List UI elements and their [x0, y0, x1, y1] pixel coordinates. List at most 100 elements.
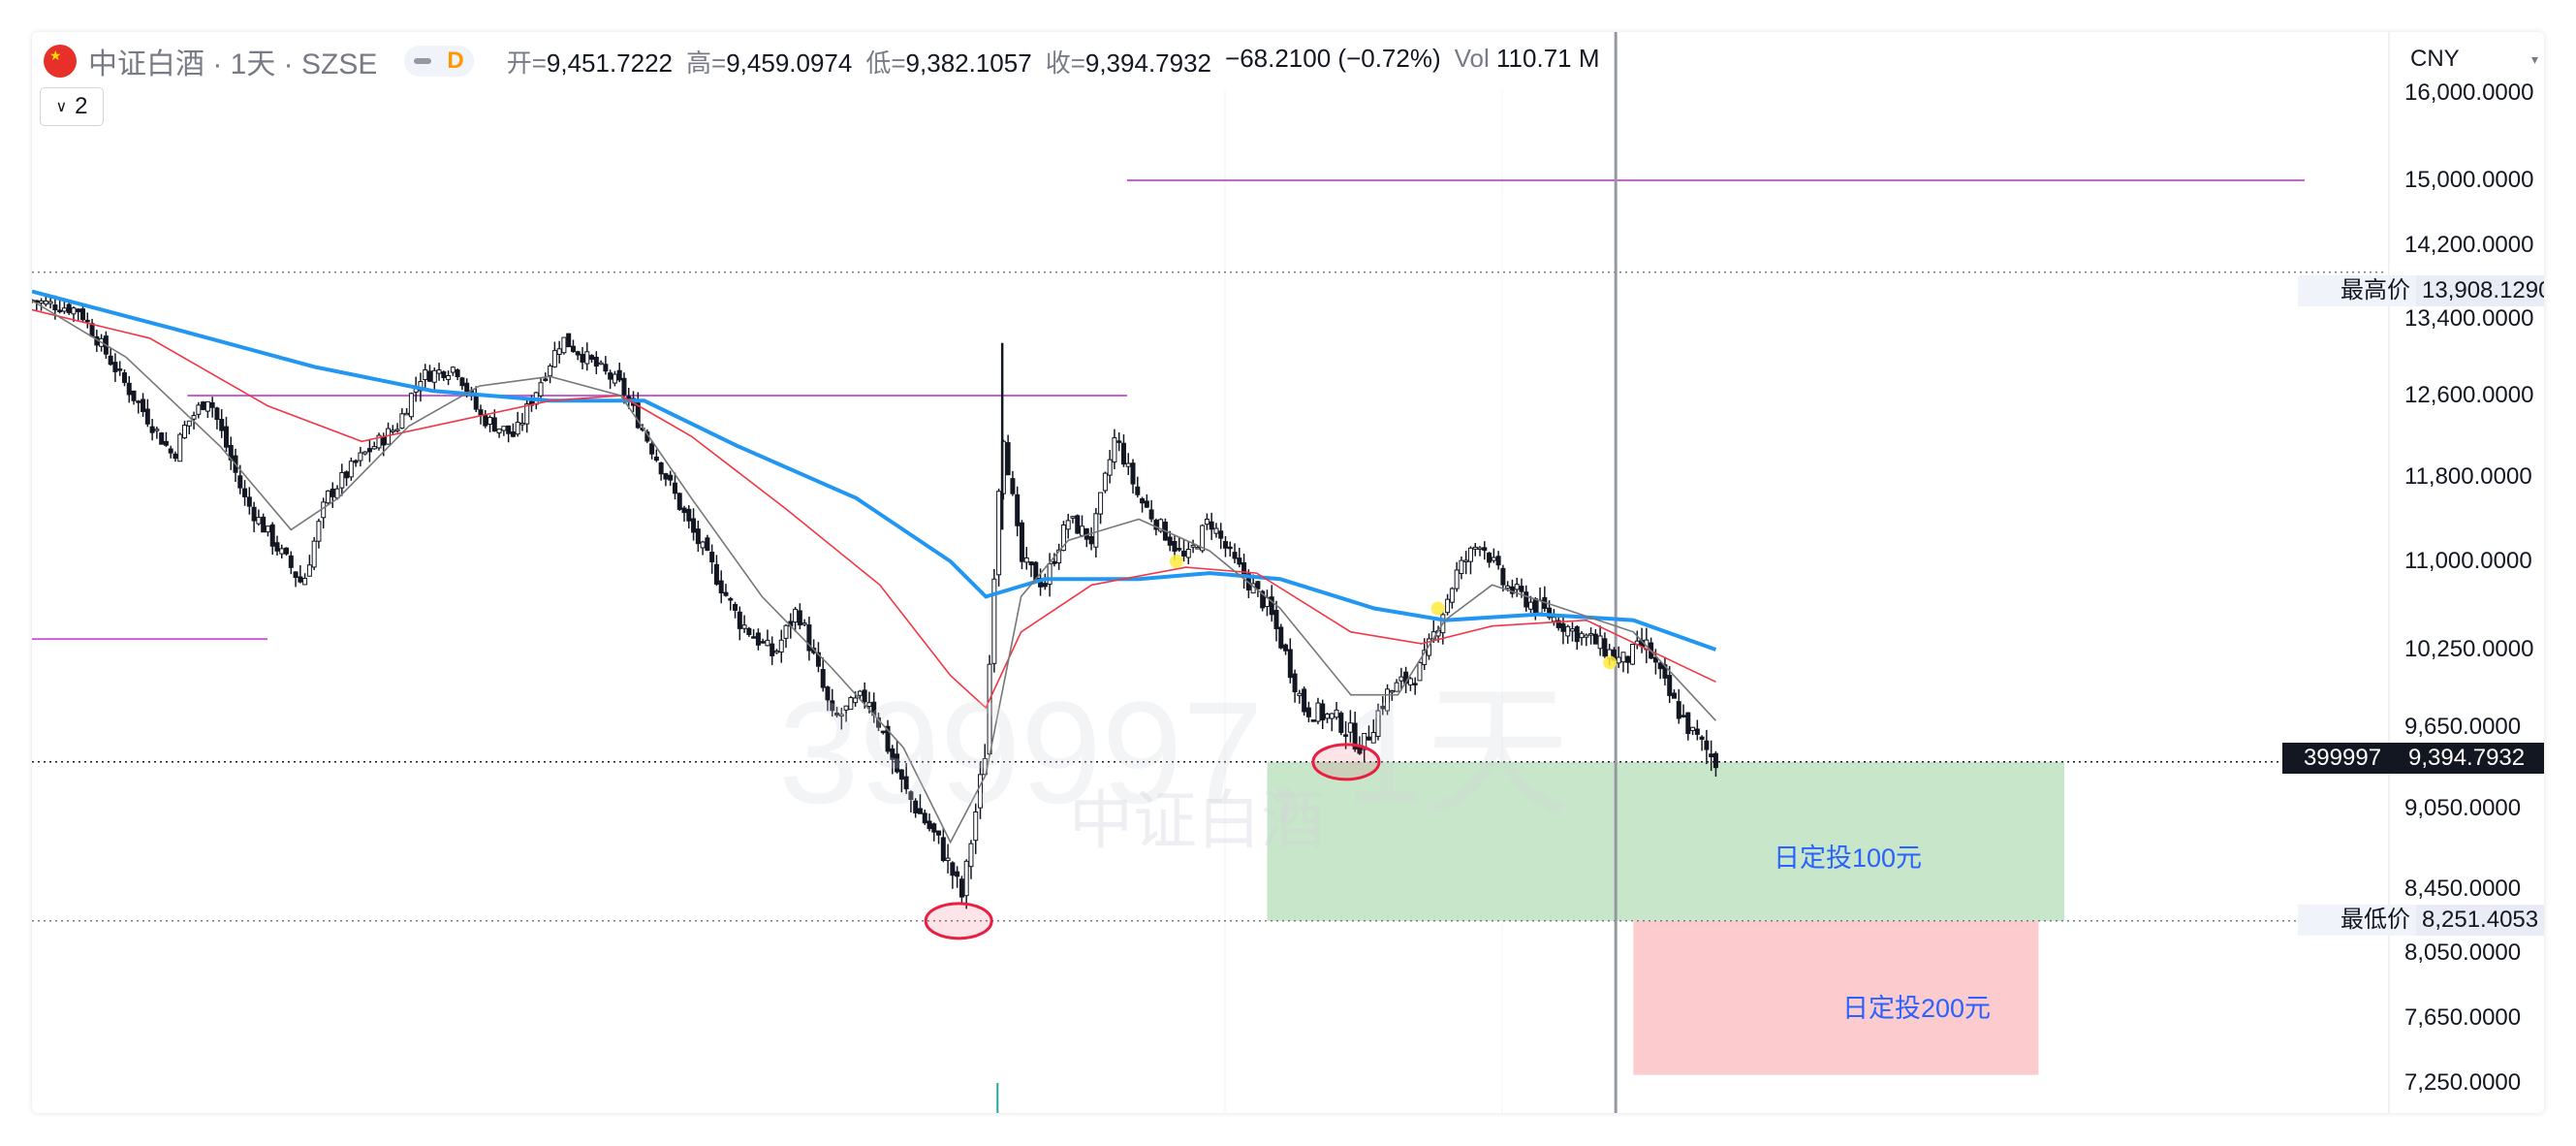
- candle-body: [1325, 714, 1330, 719]
- candle-body: [242, 488, 248, 497]
- candle-body: [1181, 551, 1187, 557]
- candle-body: [1505, 585, 1511, 589]
- candle-body: [1195, 547, 1201, 550]
- candle-body: [196, 404, 202, 415]
- candle-body: [279, 548, 285, 555]
- candle-body: [676, 493, 682, 510]
- candle-body: [950, 862, 956, 876]
- candle-body: [968, 843, 974, 868]
- candle-body: [1551, 617, 1556, 622]
- price-tick-label: 15,000.0000: [2404, 167, 2534, 193]
- market-status-icon: [414, 58, 432, 64]
- candle-body: [43, 300, 48, 305]
- candle-body: [168, 448, 173, 454]
- candle-body: [1125, 462, 1131, 467]
- candle-body: [1315, 702, 1321, 722]
- candle-body: [1681, 715, 1686, 717]
- indicators-toggle-button[interactable]: ∨ 2: [40, 87, 104, 126]
- candle-body: [1305, 707, 1311, 717]
- candle-body: [713, 563, 719, 585]
- candle-body: [1389, 689, 1395, 693]
- candle-body: [1449, 588, 1455, 603]
- candle-body: [1065, 520, 1071, 530]
- high-price-label: 最高价: [2298, 275, 2416, 306]
- candle-body: [136, 400, 141, 403]
- watermark-name: 中证白酒: [1069, 784, 1325, 856]
- low-value: 9,382.1057: [905, 48, 1032, 78]
- candle-body: [1625, 655, 1631, 663]
- candle-body: [551, 350, 557, 367]
- candle-body: [1380, 705, 1386, 710]
- candle-body: [908, 791, 914, 801]
- candle-body: [182, 425, 188, 439]
- candle-body: [718, 580, 724, 594]
- candle-body: [1107, 459, 1113, 476]
- candle-body: [89, 323, 95, 337]
- currency-select[interactable]: CNY ▾: [2395, 32, 2544, 86]
- high-key: 高=: [686, 48, 727, 78]
- candle-body: [1140, 498, 1146, 504]
- candle-body: [580, 354, 585, 363]
- candle-body: [955, 871, 960, 877]
- candle-body: [561, 336, 567, 354]
- candle-body: [1454, 569, 1460, 589]
- candle-body: [603, 364, 609, 372]
- candle-body: [204, 400, 210, 412]
- candle-body: [973, 811, 979, 842]
- price-tick-label: 8,050.0000: [2404, 939, 2522, 966]
- candle-body: [1398, 676, 1404, 682]
- candle-body: [760, 641, 766, 644]
- candle-body: [1255, 581, 1261, 589]
- candle-body: [797, 610, 802, 626]
- candle-body: [1667, 675, 1673, 696]
- candle-body: [131, 390, 137, 401]
- candle-body: [371, 446, 377, 450]
- price-tick-label: 13,400.0000: [2404, 305, 2534, 332]
- candle-body: [1297, 692, 1303, 696]
- candle-body: [362, 451, 368, 455]
- candle-body: [830, 700, 835, 712]
- vol-value: 110.71 M: [1496, 43, 1600, 73]
- candle-body: [288, 555, 294, 568]
- candle-body: [1528, 601, 1534, 610]
- candle-body: [1652, 656, 1658, 663]
- candle-body: [1028, 561, 1034, 566]
- candle-body: [1712, 752, 1718, 769]
- candle-body: [478, 409, 484, 416]
- candle-body: [885, 725, 891, 752]
- candle-body: [1287, 649, 1293, 679]
- symbol-title[interactable]: 中证白酒 · 1天 · SZSE: [88, 48, 378, 80]
- close-key: 收=: [1045, 48, 1085, 78]
- interval-badge[interactable]: D: [404, 46, 474, 77]
- candle-body: [1343, 734, 1349, 737]
- candle-body: [1709, 753, 1714, 758]
- candle-body: [1148, 509, 1154, 520]
- price-chart[interactable]: [32, 32, 2544, 1113]
- candle-body: [773, 651, 779, 653]
- candle-body: [1671, 692, 1677, 699]
- candle-body: [1352, 722, 1358, 750]
- candle-body: [1407, 678, 1413, 685]
- candle-body: [728, 598, 734, 601]
- candle-body: [316, 521, 322, 542]
- candle-body: [940, 837, 946, 861]
- candle-body: [737, 611, 742, 629]
- candle-body: [450, 366, 456, 373]
- candle-body: [1565, 625, 1571, 637]
- high-price-value: 13,908.1290: [2416, 275, 2544, 306]
- candle-body: [1278, 626, 1284, 649]
- price-tick-label: 7,650.0000: [2404, 1004, 2522, 1031]
- candle-body: [913, 800, 919, 813]
- candle-body: [1260, 590, 1266, 609]
- candle-body: [668, 474, 674, 481]
- vol-key: Vol: [1454, 43, 1490, 73]
- signal-marker: [1169, 555, 1183, 568]
- candle-body: [1375, 710, 1381, 737]
- candle-body: [293, 571, 298, 579]
- candle-body: [1237, 557, 1242, 565]
- candle-body: [1329, 713, 1335, 719]
- candle-body: [996, 491, 1002, 576]
- candle-body: [426, 370, 432, 382]
- candle-body: [515, 422, 520, 435]
- candle-body: [501, 426, 507, 431]
